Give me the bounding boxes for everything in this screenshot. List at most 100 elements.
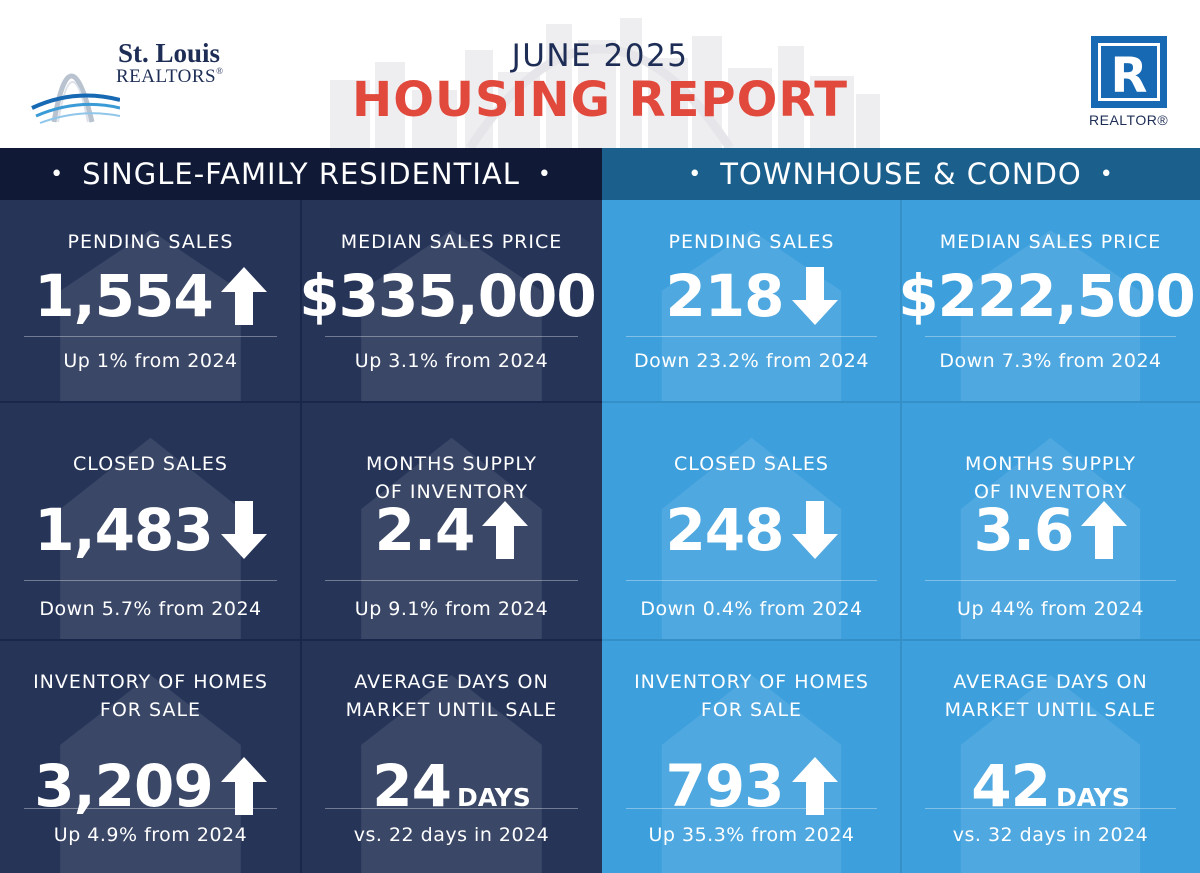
stat-label: PENDING SALES xyxy=(602,228,901,256)
house-background-icon xyxy=(661,674,842,873)
house-background-icon xyxy=(661,437,842,640)
house-background-icon xyxy=(60,437,241,640)
stat-number: 1,554 xyxy=(34,262,213,330)
house-background-icon xyxy=(60,674,241,873)
stat-card: MONTHS SUPPLY OF INVENTORY 3.6 Up 44% from … xyxy=(901,402,1200,640)
skyline-illustration xyxy=(330,18,880,148)
stat-number: 2.4 xyxy=(374,496,476,564)
stat-divider xyxy=(626,336,877,337)
stat-card: CLOSED SALES 1,483 Down 5.7% from 2024 xyxy=(0,402,301,640)
arrow-down-icon xyxy=(791,267,838,325)
stat-label-line: CLOSED SALES xyxy=(674,453,829,475)
house-background-icon xyxy=(661,230,842,402)
stat-divider xyxy=(925,336,1176,337)
stat-label: MEDIAN SALES PRICE xyxy=(901,228,1200,256)
arrow-down-icon xyxy=(220,501,267,559)
stat-value: 1,483 xyxy=(0,494,301,566)
arrow-up-icon xyxy=(791,757,838,815)
stat-comparison: Down 7.3% from 2024 xyxy=(939,350,1162,372)
stat-number: 24 xyxy=(372,752,452,820)
panel-heading-text: TOWNHOUSE & CONDO xyxy=(720,157,1082,191)
stat-divider xyxy=(325,580,578,581)
stat-label-line: FOR SALE xyxy=(99,699,202,721)
stat-comparison: Down 5.7% from 2024 xyxy=(39,598,262,620)
arch-icon xyxy=(31,73,120,124)
stat-card: MONTHS SUPPLY OF INVENTORY 2.4 Up 9.1% from… xyxy=(301,402,602,640)
arrow-up-icon xyxy=(220,757,267,815)
bullet-icon: • xyxy=(688,161,703,187)
stat-unit: DAYS xyxy=(456,783,531,812)
stat-comparison: Up 3.1% from 2024 xyxy=(354,350,549,372)
stat-label-line: INVENTORY OF HOMES xyxy=(634,671,869,693)
stat-value: 793 xyxy=(602,750,901,822)
stat-number: 248 xyxy=(665,496,784,564)
stat-label-line: MONTHS SUPPLY xyxy=(365,453,538,475)
row-separator xyxy=(602,639,1200,641)
stat-value: $222,500 xyxy=(901,260,1200,332)
stat-divider xyxy=(626,808,877,809)
stat-label-line: MEDIAN SALES PRICE xyxy=(939,231,1162,253)
stat-card: PENDING SALES 1,554 Up 1% from 2024 xyxy=(0,200,301,402)
stat-value: 2.4 xyxy=(301,494,602,566)
column-separator xyxy=(300,200,302,873)
stat-card: AVERAGE DAYS ON MARKET UNTIL SALE 42 DAYS vs… xyxy=(901,640,1200,873)
stats-grid: PENDING SALES 1,554 Up 1% from 2024 MEDIAN … xyxy=(0,200,602,873)
house-background-icon xyxy=(960,230,1141,402)
panel-heading: • TOWNHOUSE & CONDO • xyxy=(602,148,1200,200)
stat-comparison: Down 23.2% from 2024 xyxy=(634,350,869,372)
realtor-r-icon: R xyxy=(1091,36,1167,108)
house-background-icon xyxy=(960,437,1141,640)
stat-number: $335,000 xyxy=(301,262,597,330)
stat-label-line: MEDIAN SALES PRICE xyxy=(340,231,563,253)
arrow-down-icon xyxy=(791,501,838,559)
column-separator xyxy=(900,200,902,873)
stat-label-line: AVERAGE DAYS ON xyxy=(953,671,1148,693)
bullet-icon: • xyxy=(537,161,552,187)
stat-divider xyxy=(925,580,1176,581)
stat-number: 42 xyxy=(971,752,1051,820)
stat-comparison: Up 44% from 2024 xyxy=(957,598,1144,620)
stat-label-line: AVERAGE DAYS ON xyxy=(354,671,549,693)
stat-label-line: FOR SALE xyxy=(700,699,803,721)
stat-label: MONTHS SUPPLY OF INVENTORY xyxy=(301,450,602,506)
house-background-icon xyxy=(60,230,241,402)
stat-label: CLOSED SALES xyxy=(602,450,901,478)
brand-name: St. Louis xyxy=(118,38,221,68)
bullet-icon: • xyxy=(50,161,65,187)
house-background-icon xyxy=(361,674,542,873)
stat-comparison: vs. 22 days in 2024 xyxy=(353,824,550,846)
stat-label-line: OF INVENTORY xyxy=(374,481,529,503)
stat-label: AVERAGE DAYS ON MARKET UNTIL SALE xyxy=(301,668,602,724)
stat-number: 218 xyxy=(665,262,784,330)
stat-number: 1,483 xyxy=(34,496,213,564)
report-header: St. Louis REALTORS® JUNE 2025 HOUSING RE… xyxy=(0,0,1200,148)
stat-label: CLOSED SALES xyxy=(0,450,301,478)
stat-divider xyxy=(24,580,277,581)
brand-subtitle: REALTORS® xyxy=(116,66,224,87)
stat-label-line: MARKET UNTIL SALE xyxy=(345,699,558,721)
stat-card: AVERAGE DAYS ON MARKET UNTIL SALE 24 DAYS vs… xyxy=(301,640,602,873)
stat-comparison: Down 0.4% from 2024 xyxy=(640,598,863,620)
stat-label-line: INVENTORY OF HOMES xyxy=(33,671,268,693)
st-louis-realtors-logo[interactable]: St. Louis REALTORS® xyxy=(30,36,240,128)
stat-unit: DAYS xyxy=(1055,783,1130,812)
stat-comparison: Up 4.9% from 2024 xyxy=(53,824,248,846)
stat-divider xyxy=(24,336,277,337)
stat-label-line: PENDING SALES xyxy=(67,231,234,253)
panel-heading: • SINGLE-FAMILY RESIDENTIAL • xyxy=(0,148,602,200)
stat-divider xyxy=(626,580,877,581)
bullet-icon: • xyxy=(1099,161,1114,187)
stat-comparison: Up 35.3% from 2024 xyxy=(648,824,855,846)
stat-label-line: CLOSED SALES xyxy=(73,453,228,475)
stat-label: MONTHS SUPPLY OF INVENTORY xyxy=(901,450,1200,506)
arrow-up-icon xyxy=(220,267,267,325)
report-title: HOUSING REPORT xyxy=(352,72,848,128)
row-separator xyxy=(0,401,602,403)
realtor-logo[interactable]: R REALTOR® xyxy=(1089,36,1169,130)
stat-value: 3.6 xyxy=(901,494,1200,566)
stat-label-line: MONTHS SUPPLY xyxy=(964,453,1137,475)
panel-heading-text: SINGLE-FAMILY RESIDENTIAL xyxy=(82,157,520,191)
stat-card: INVENTORY OF HOMES FOR SALE 793 Up 35.3% fr… xyxy=(602,640,901,873)
stat-value: $335,000 xyxy=(301,260,602,332)
stat-divider xyxy=(325,336,578,337)
